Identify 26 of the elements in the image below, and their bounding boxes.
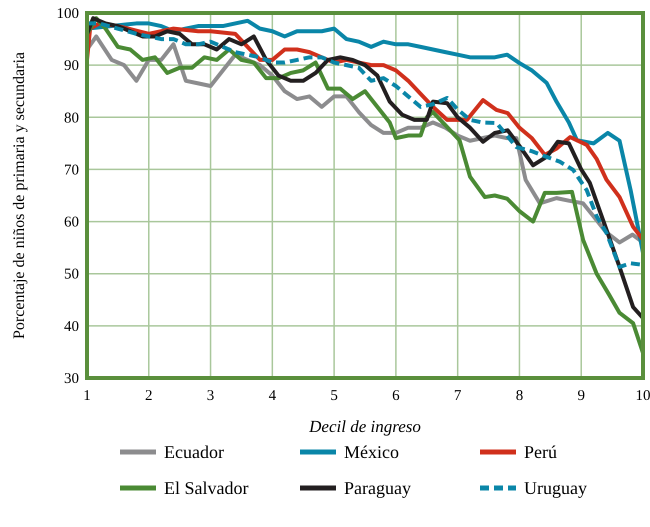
x-tick-label: 2 xyxy=(145,388,153,404)
x-tick-label: 9 xyxy=(577,388,585,404)
legend-label: Perú xyxy=(524,442,557,462)
x-tick-label: 6 xyxy=(392,388,400,404)
y-tick-label: 60 xyxy=(64,214,79,231)
legend-label: Ecuador xyxy=(164,442,224,462)
y-tick-label: 30 xyxy=(64,371,79,387)
legend-label: México xyxy=(344,442,399,462)
x-tick-label: 10 xyxy=(636,388,650,404)
legend-label: Paraguay xyxy=(344,478,411,498)
x-axis-title: Decil de ingreso xyxy=(308,417,421,436)
y-axis-title: Porcentaje de niños de primaria y secundaria xyxy=(11,52,28,339)
x-tick-label: 1 xyxy=(83,388,91,404)
x-tick-label: 7 xyxy=(454,388,462,404)
y-tick-label: 80 xyxy=(64,110,79,126)
y-tick-label: 40 xyxy=(64,318,79,335)
x-tick-label: 3 xyxy=(206,388,214,404)
x-tick-label: 4 xyxy=(268,388,277,404)
y-tick-label: 90 xyxy=(64,58,79,74)
legend-label: Uruguay xyxy=(524,478,587,498)
y-tick-label: 70 xyxy=(64,162,79,178)
legend-label: El Salvador xyxy=(164,478,248,498)
y-tick-label: 100 xyxy=(56,6,79,22)
y-tick-label: 50 xyxy=(64,266,79,283)
x-tick-label: 8 xyxy=(516,388,524,404)
x-tick-label: 5 xyxy=(330,388,338,404)
